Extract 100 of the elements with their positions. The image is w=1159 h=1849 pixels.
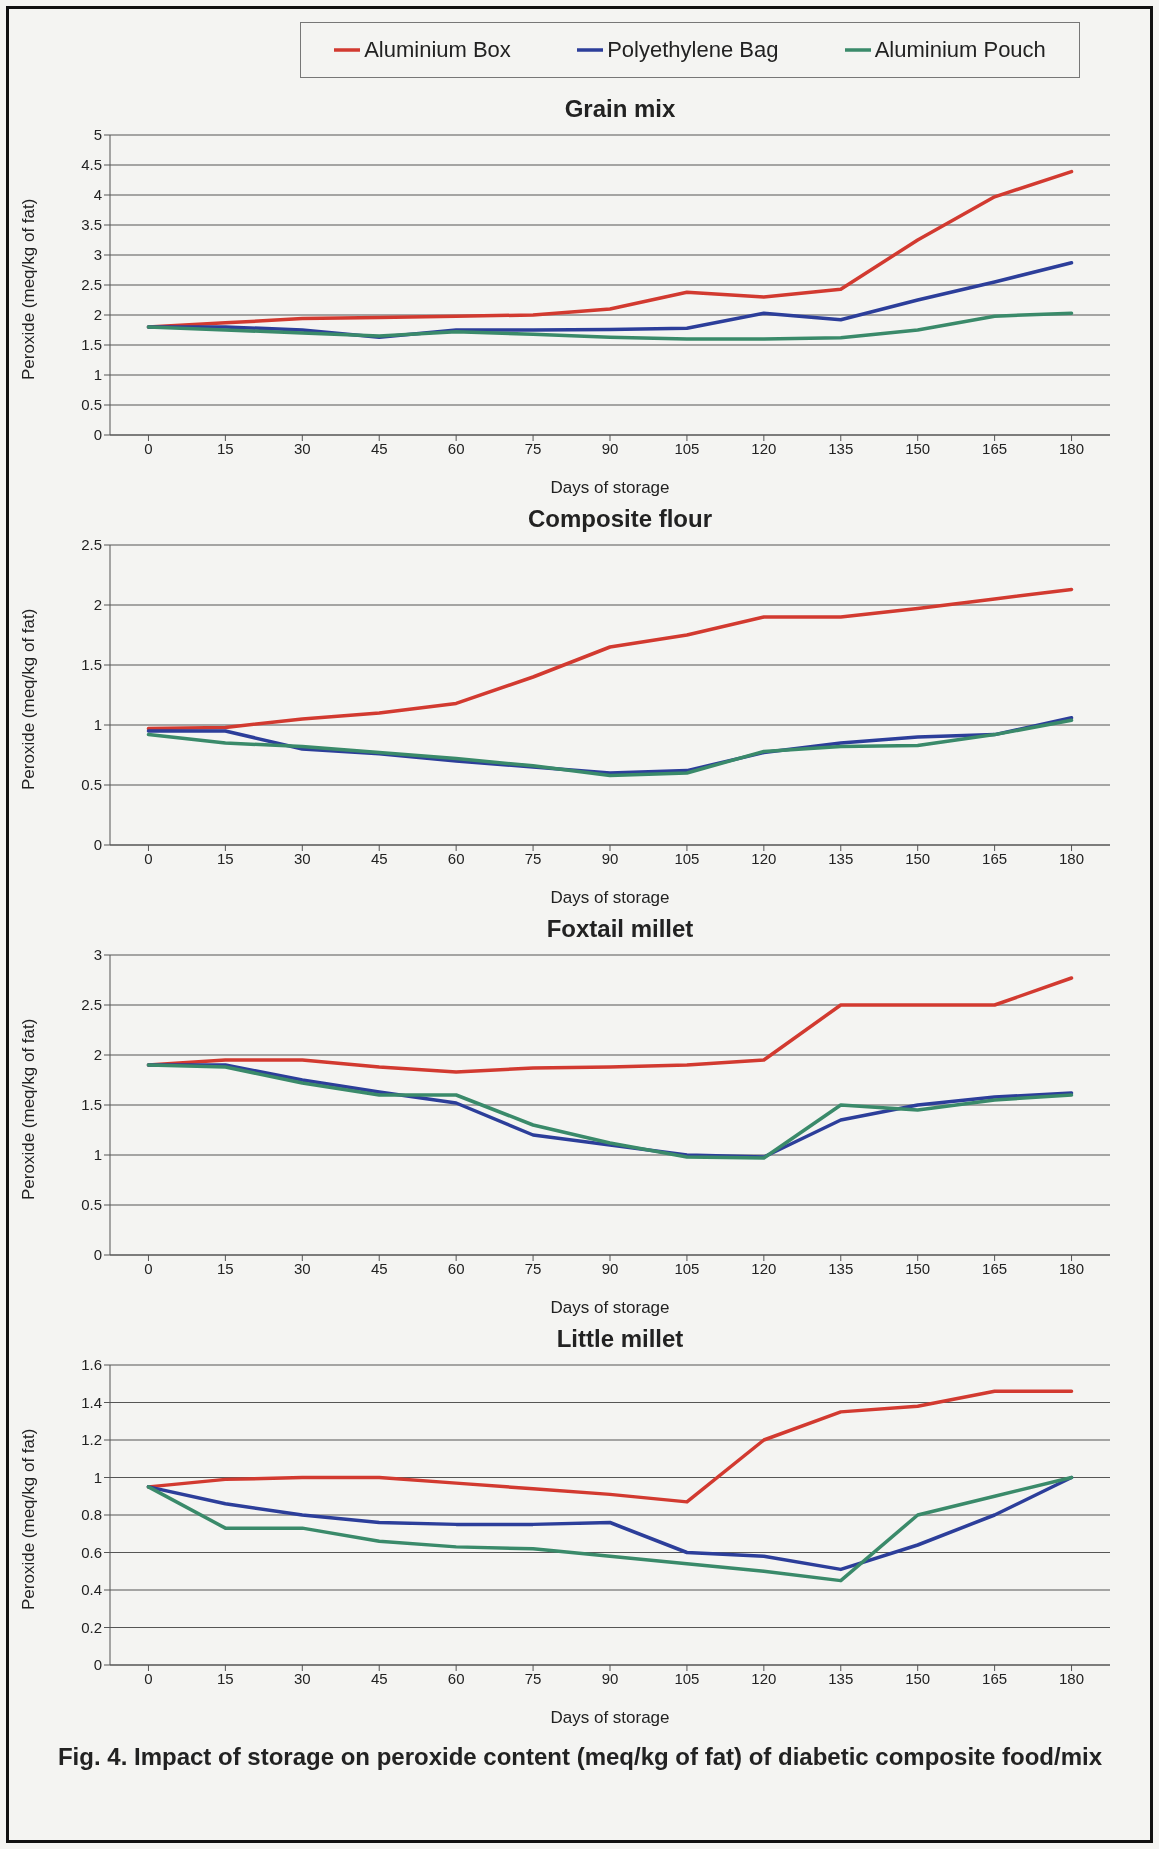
x-tick-label: 90 bbox=[601, 1259, 619, 1277]
x-tick-label: 120 bbox=[751, 849, 777, 867]
legend-label: Aluminium Pouch bbox=[874, 37, 1046, 63]
y-tick-label: 1.5 bbox=[81, 1096, 102, 1114]
x-tick-label: 105 bbox=[674, 849, 700, 867]
y-tick-label: 3 bbox=[93, 246, 102, 264]
x-tick-label: 150 bbox=[905, 439, 931, 457]
y-tick-label: 1.5 bbox=[81, 656, 102, 674]
legend-label: Aluminium Box bbox=[364, 37, 511, 63]
chart-title: Foxtail millet bbox=[545, 915, 695, 944]
y-tick-label: 2.5 bbox=[81, 276, 102, 294]
y-axis-title: Peroxide (meq/kg of fat) bbox=[19, 1428, 39, 1610]
y-tick-label: 0.2 bbox=[81, 1618, 102, 1636]
y-tick-label: 1.2 bbox=[81, 1431, 102, 1449]
x-tick-label: 30 bbox=[293, 439, 311, 457]
x-tick-label: 0 bbox=[144, 439, 153, 457]
line-series bbox=[146, 587, 1074, 731]
y-tick-label: 1 bbox=[93, 366, 102, 384]
x-tick-label: 165 bbox=[982, 849, 1008, 867]
y-tick-label: 2 bbox=[93, 306, 102, 324]
x-tick-label: 0 bbox=[144, 1259, 153, 1277]
x-tick-label: 90 bbox=[601, 849, 619, 867]
y-tick-label: 0.8 bbox=[81, 1506, 102, 1524]
y-tick-label: 3 bbox=[93, 946, 102, 964]
y-axis-title: Peroxide (meq/kg of fat) bbox=[19, 198, 39, 380]
x-tick-label: 15 bbox=[217, 1669, 234, 1687]
x-tick-label: 45 bbox=[370, 849, 388, 867]
y-tick-label: 4 bbox=[93, 186, 102, 204]
x-tick-label: 180 bbox=[1059, 849, 1085, 867]
x-tick-label: 30 bbox=[293, 1259, 311, 1277]
y-tick-label: 0.5 bbox=[81, 396, 102, 414]
y-tick-label: 1 bbox=[93, 716, 102, 734]
y-tick-label: 1.5 bbox=[81, 336, 102, 354]
x-tick-label: 60 bbox=[447, 849, 465, 867]
y-tick-label: 4.5 bbox=[81, 156, 102, 174]
y-tick-label: 1 bbox=[93, 1468, 102, 1486]
x-tick-label: 105 bbox=[674, 1259, 700, 1277]
x-tick-label: 15 bbox=[217, 439, 234, 457]
x-tick-label: 90 bbox=[601, 1669, 619, 1687]
y-tick-label: 0 bbox=[93, 1656, 102, 1674]
x-axis-title: Days of storage bbox=[550, 478, 670, 497]
x-tick-label: 135 bbox=[828, 439, 854, 457]
line-series bbox=[146, 311, 1074, 341]
x-tick-label: 120 bbox=[751, 439, 777, 457]
x-tick-label: 15 bbox=[217, 1259, 234, 1277]
chart-title: Grain mix bbox=[563, 95, 677, 124]
x-tick-label: 150 bbox=[905, 1259, 931, 1277]
y-tick-label: 0.6 bbox=[81, 1543, 102, 1561]
x-tick-label: 75 bbox=[524, 1669, 542, 1687]
x-tick-label: 60 bbox=[447, 439, 465, 457]
y-tick-label: 0.5 bbox=[81, 776, 102, 794]
x-tick-label: 30 bbox=[293, 849, 311, 867]
y-tick-label: 2 bbox=[93, 596, 102, 614]
y-tick-label: 0.5 bbox=[81, 1196, 102, 1214]
y-axis-title: Peroxide (meq/kg of fat) bbox=[19, 608, 39, 790]
chart-title: Composite flour bbox=[527, 505, 713, 534]
legend-label: Polyethylene Bag bbox=[607, 37, 779, 63]
x-tick-label: 90 bbox=[601, 439, 619, 457]
y-tick-label: 0 bbox=[93, 1246, 102, 1264]
x-tick-label: 75 bbox=[524, 1259, 542, 1277]
x-tick-label: 45 bbox=[370, 439, 388, 457]
x-tick-label: 120 bbox=[751, 1669, 777, 1687]
x-tick-label: 105 bbox=[674, 1669, 700, 1687]
x-tick-label: 45 bbox=[370, 1669, 388, 1687]
x-axis-title: Days of storage bbox=[550, 1298, 670, 1317]
x-axis-title: Days of storage bbox=[550, 888, 670, 907]
x-axis-title: Days of storage bbox=[550, 1708, 670, 1727]
y-tick-label: 1.4 bbox=[81, 1393, 102, 1411]
x-tick-label: 135 bbox=[828, 849, 854, 867]
x-tick-label: 180 bbox=[1059, 439, 1085, 457]
x-tick-label: 150 bbox=[905, 1669, 931, 1687]
y-axis-title: Peroxide (meq/kg of fat) bbox=[19, 1018, 39, 1200]
chart-title: Little millet bbox=[555, 1325, 685, 1354]
x-tick-label: 120 bbox=[751, 1259, 777, 1277]
y-tick-label: 2.5 bbox=[81, 996, 102, 1014]
x-tick-label: 75 bbox=[524, 439, 542, 457]
y-tick-label: 0.4 bbox=[81, 1581, 102, 1599]
caption: Fig. 4. Impact of storage on peroxide content (meq/kg of fat) of diabetic composite food/mix bbox=[56, 1743, 1104, 1771]
y-tick-label: 5 bbox=[93, 126, 102, 144]
x-tick-label: 150 bbox=[905, 849, 931, 867]
x-tick-label: 180 bbox=[1059, 1669, 1085, 1687]
x-tick-label: 180 bbox=[1059, 1259, 1085, 1277]
x-tick-label: 105 bbox=[674, 439, 700, 457]
x-tick-label: 60 bbox=[447, 1259, 465, 1277]
x-tick-label: 60 bbox=[447, 1669, 465, 1687]
y-tick-label: 2.5 bbox=[81, 536, 102, 554]
x-tick-label: 75 bbox=[524, 849, 542, 867]
x-tick-label: 15 bbox=[217, 849, 234, 867]
y-tick-label: 0 bbox=[93, 836, 102, 854]
y-tick-label: 3.5 bbox=[81, 216, 102, 234]
x-tick-label: 165 bbox=[982, 1259, 1008, 1277]
x-tick-label: 165 bbox=[982, 439, 1008, 457]
x-tick-label: 135 bbox=[828, 1259, 854, 1277]
x-tick-label: 135 bbox=[828, 1669, 854, 1687]
x-tick-label: 0 bbox=[144, 849, 153, 867]
x-tick-label: 30 bbox=[293, 1669, 311, 1687]
y-tick-label: 0 bbox=[93, 426, 102, 444]
y-tick-label: 2 bbox=[93, 1046, 102, 1064]
x-tick-label: 0 bbox=[144, 1669, 153, 1687]
x-tick-label: 165 bbox=[982, 1669, 1008, 1687]
